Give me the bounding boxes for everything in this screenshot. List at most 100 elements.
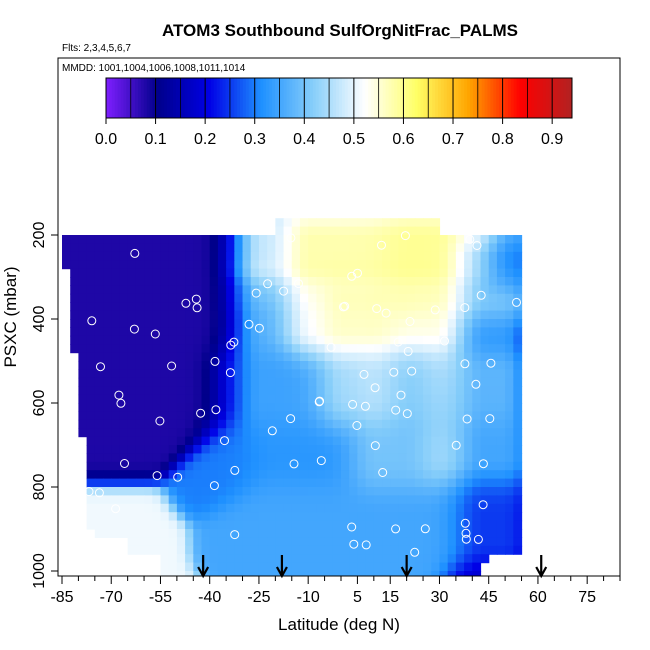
heatmap-cell xyxy=(398,411,408,421)
heatmap-cell xyxy=(168,361,178,370)
heatmap-cell xyxy=(258,487,268,496)
heatmap-cell xyxy=(464,411,473,421)
heatmap-cell xyxy=(135,529,145,538)
heatmap-cell xyxy=(267,487,276,496)
heatmap-cell xyxy=(103,470,112,480)
sample-point-marker xyxy=(347,522,357,532)
heatmap-cell xyxy=(439,260,449,270)
heatmap-cell xyxy=(373,537,383,547)
heatmap-cell xyxy=(185,394,194,404)
heatmap-cell xyxy=(480,377,490,387)
heatmap-cell xyxy=(464,403,473,412)
heatmap-cell xyxy=(185,386,194,396)
heatmap-cell xyxy=(250,495,260,505)
heatmap-cell xyxy=(119,302,129,312)
heatmap-cell xyxy=(193,503,203,513)
heatmap-cell xyxy=(217,512,227,522)
heatmap-cell xyxy=(135,478,145,488)
heatmap-cell xyxy=(423,344,432,354)
heatmap-cell xyxy=(152,436,162,446)
heatmap-cell xyxy=(185,277,194,286)
heatmap-cell xyxy=(341,377,350,387)
heatmap-cell xyxy=(176,478,186,488)
heatmap-cell xyxy=(135,436,145,446)
heatmap-cell xyxy=(472,377,482,387)
heatmap-cell xyxy=(390,403,400,412)
colorbar-segment xyxy=(143,78,148,118)
heatmap-cell xyxy=(144,512,153,522)
heatmap-cell xyxy=(406,361,416,370)
heatmap-cell xyxy=(324,445,334,454)
heatmap-cell xyxy=(111,386,121,396)
sample-point-marker xyxy=(407,366,417,376)
heatmap-cell xyxy=(488,310,498,320)
heatmap-cell xyxy=(119,419,129,429)
heatmap-cell xyxy=(464,327,473,337)
heatmap-cell xyxy=(234,251,244,261)
heatmap-cell xyxy=(439,445,449,454)
heatmap-cell xyxy=(275,260,285,270)
heatmap-cell xyxy=(505,403,514,412)
heatmap-cell xyxy=(349,419,359,429)
heatmap-cell xyxy=(357,495,367,505)
heatmap-cell xyxy=(103,487,112,496)
heatmap-cell xyxy=(324,327,334,337)
heatmap-cell xyxy=(390,285,400,295)
heatmap-cell xyxy=(234,293,244,303)
heatmap-cell xyxy=(349,386,359,396)
sample-point-marker xyxy=(229,337,239,347)
heatmap-cell xyxy=(267,386,276,396)
heatmap-cell xyxy=(152,495,162,505)
heatmap-cell xyxy=(209,251,219,261)
heatmap-cell xyxy=(193,394,203,404)
heatmap-cell xyxy=(447,335,457,345)
heatmap-cell xyxy=(283,268,293,278)
heatmap-cell xyxy=(86,268,96,278)
colorbar-segment xyxy=(440,78,445,118)
heatmap-cell xyxy=(472,335,482,345)
heatmap-cell xyxy=(439,344,449,354)
heatmap-cell xyxy=(423,310,432,320)
heatmap-cell xyxy=(316,251,326,261)
heatmap-cell xyxy=(382,218,391,228)
heatmap-cell xyxy=(250,260,260,270)
heatmap-cell xyxy=(152,411,162,421)
heatmap-cell xyxy=(308,277,317,286)
heatmap-cell xyxy=(398,310,408,320)
colorbar-tick-label: 0.9 xyxy=(541,131,563,148)
heatmap-cell xyxy=(258,453,268,463)
heatmap-cell xyxy=(258,537,268,547)
heatmap-cell xyxy=(119,503,129,513)
heatmap-cell xyxy=(390,419,400,429)
heatmap-cell xyxy=(341,445,350,454)
heatmap-cell xyxy=(193,268,203,278)
heatmap-cell xyxy=(398,335,408,345)
heatmap-cell xyxy=(119,344,129,354)
heatmap-cell xyxy=(119,478,129,488)
heatmap-cell xyxy=(488,503,498,513)
colorbar-segment xyxy=(242,78,247,118)
heatmap-cell xyxy=(349,520,359,530)
heatmap-cell xyxy=(258,554,268,564)
heatmap-cell xyxy=(373,503,383,513)
heatmap-cell xyxy=(185,285,194,295)
heatmap-cell xyxy=(267,243,276,253)
heatmap-cell xyxy=(464,310,473,320)
heatmap-cell xyxy=(258,520,268,530)
heatmap-cell xyxy=(332,554,342,564)
heatmap-cell xyxy=(176,285,186,295)
heatmap-cell xyxy=(226,260,235,270)
heatmap-cell xyxy=(94,520,104,530)
heatmap-cell xyxy=(488,361,498,370)
heatmap-cell xyxy=(455,352,465,362)
heatmap-cell xyxy=(341,478,350,488)
heatmap-cell xyxy=(472,293,482,303)
heatmap-cell xyxy=(193,529,203,538)
heatmap-cell xyxy=(209,453,219,463)
heatmap-cell xyxy=(414,419,424,429)
heatmap-cell xyxy=(242,571,252,576)
heatmap-cell xyxy=(283,310,293,320)
heatmap-cell xyxy=(176,461,186,471)
heatmap-cell xyxy=(299,554,309,564)
heatmap-cell xyxy=(308,369,317,379)
